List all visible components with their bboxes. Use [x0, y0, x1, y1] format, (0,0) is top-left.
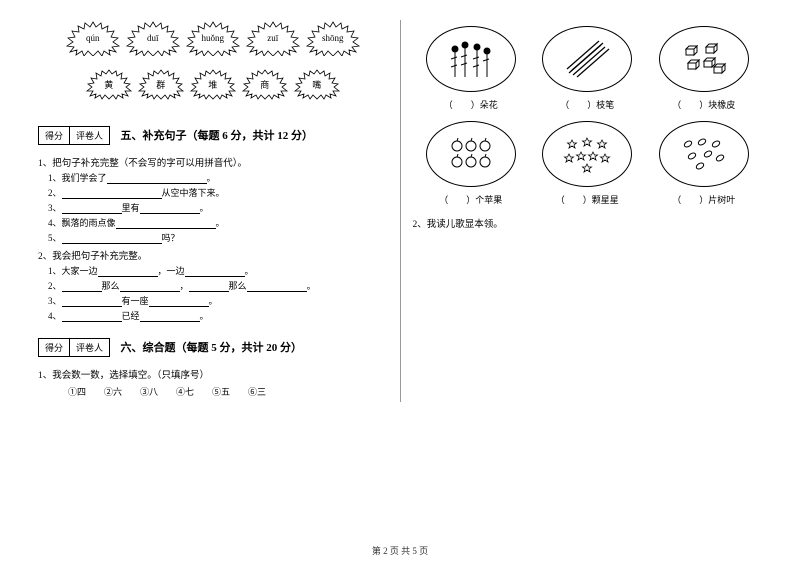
fill-blank[interactable] — [185, 267, 245, 277]
hanzi-bubble: 堆 — [189, 68, 237, 100]
apples-icon — [426, 121, 516, 187]
section5-title: 五、补充句子（每题 6 分，共计 12 分） — [121, 130, 314, 142]
fill-blank[interactable] — [98, 267, 158, 277]
q5-2-stem: 2、我会把句子补充完整。 — [38, 248, 388, 262]
counting-row-1: （ ）朵花 （ ）枝笔 （ ）块橡皮 — [413, 26, 763, 111]
pinyin-bubble: zuī — [245, 20, 301, 56]
caption: （ ）片树叶 — [659, 193, 749, 206]
flowers-icon — [426, 26, 516, 92]
fill-blank[interactable] — [116, 219, 216, 229]
pinyin-text: huǒng — [202, 33, 225, 43]
pinyin-text: qún — [86, 33, 100, 43]
fill-blank[interactable] — [140, 204, 200, 214]
pencils-icon — [542, 26, 632, 92]
caption: （ ）块橡皮 — [659, 98, 749, 111]
hanzi-text: 嘴 — [312, 78, 321, 91]
fill-blank[interactable] — [189, 282, 229, 292]
item-erasers: （ ）块橡皮 — [659, 26, 749, 111]
item-pencils: （ ）枝笔 — [542, 26, 632, 111]
counting-row-2: （ ）个苹果 （ ）颗星星 （ ）片树叶 — [413, 121, 763, 206]
pinyin-bubble: huǒng — [185, 20, 241, 56]
pinyin-text: duī — [147, 33, 159, 43]
section6-header: 得分 评卷人 六、综合题（每题 5 分，共计 20 分） — [38, 324, 388, 363]
q5-1-line: 1、我们学会了。 — [48, 171, 388, 184]
pinyin-bubble: shōng — [305, 20, 361, 56]
hanzi-bubble: 黄 — [85, 68, 133, 100]
leaves-icon — [659, 121, 749, 187]
hanzi-text: 黄 — [104, 78, 113, 91]
q5-2-line: 4、已经。 — [48, 309, 388, 322]
hanzi-bubble: 嘴 — [293, 68, 341, 100]
score-label: 得分 — [39, 127, 70, 144]
pinyin-bubble: duī — [125, 20, 181, 56]
fill-blank[interactable] — [140, 312, 200, 322]
item-leaves: （ ）片树叶 — [659, 121, 749, 206]
q5-2-line: 2、那么，那么。 — [48, 279, 388, 292]
fill-blank[interactable] — [62, 189, 162, 199]
page-footer: 第 2 页 共 5 页 — [0, 544, 800, 557]
caption: （ ）颗星星 — [542, 193, 632, 206]
q6-1-options: ①四 ②六 ③八 ④七 ⑤五 ⑥三 — [68, 385, 388, 398]
right-column: （ ）朵花 （ ）枝笔 （ ）块橡皮 （ ）个苹果 （ ）颗星星 （ ）片树叶 … — [405, 20, 771, 402]
score-label: 得分 — [39, 339, 70, 356]
fill-blank[interactable] — [62, 282, 102, 292]
grader-label: 评卷人 — [70, 127, 109, 144]
q5-2-line: 1、大家一边，一边。 — [48, 264, 388, 277]
q5-2-line: 3、有一座。 — [48, 294, 388, 307]
grader-label: 评卷人 — [70, 339, 109, 356]
left-column: qún duī huǒng zuī shōng 黄 群 堆 商 嘴 得分 评卷人… — [30, 20, 396, 402]
pinyin-text: zuī — [267, 33, 278, 43]
hanzi-text: 堆 — [208, 78, 217, 91]
fill-blank[interactable] — [62, 204, 122, 214]
fill-blank[interactable] — [247, 282, 307, 292]
fill-blank[interactable] — [62, 312, 122, 322]
q5-1-line: 4、飘落的雨点像。 — [48, 216, 388, 229]
column-divider — [400, 20, 401, 402]
hanzi-text: 商 — [260, 78, 269, 91]
pinyin-bubble: qún — [65, 20, 121, 56]
q5-1-line: 5、吗？ — [48, 231, 388, 244]
hanzi-text: 群 — [156, 78, 165, 91]
caption: （ ）个苹果 — [426, 193, 516, 206]
pinyin-row: qún duī huǒng zuī shōng — [38, 20, 388, 56]
q5-1-line: 2、从空中落下来。 — [48, 186, 388, 199]
hanzi-bubble: 商 — [241, 68, 289, 100]
section5-header: 得分 评卷人 五、补充句子（每题 6 分，共计 12 分） — [38, 112, 388, 151]
caption: （ ）朵花 — [426, 98, 516, 111]
pinyin-text: shōng — [322, 33, 344, 43]
fill-blank[interactable] — [120, 282, 180, 292]
fill-blank[interactable] — [62, 297, 122, 307]
q5-1-line: 3、里有。 — [48, 201, 388, 214]
hanzi-row: 黄 群 堆 商 嘴 — [38, 68, 388, 100]
fill-blank[interactable] — [149, 297, 209, 307]
erasers-icon — [659, 26, 749, 92]
q6-2-stem: 2、我读儿歌显本领。 — [413, 216, 763, 230]
q6-1-stem: 1、我会数一数，选择填空。（只填序号） — [38, 367, 388, 381]
q5-1-stem: 1、把句子补充完整（不会写的字可以用拼音代）。 — [38, 155, 388, 169]
fill-blank[interactable] — [107, 174, 207, 184]
item-apples: （ ）个苹果 — [426, 121, 516, 206]
item-stars: （ ）颗星星 — [542, 121, 632, 206]
hanzi-bubble: 群 — [137, 68, 185, 100]
caption: （ ）枝笔 — [542, 98, 632, 111]
fill-blank[interactable] — [62, 234, 162, 244]
stars-icon — [542, 121, 632, 187]
section6-title: 六、综合题（每题 5 分，共计 20 分） — [121, 342, 303, 354]
score-box: 得分 评卷人 — [38, 338, 110, 357]
item-flowers: （ ）朵花 — [426, 26, 516, 111]
score-box: 得分 评卷人 — [38, 126, 110, 145]
